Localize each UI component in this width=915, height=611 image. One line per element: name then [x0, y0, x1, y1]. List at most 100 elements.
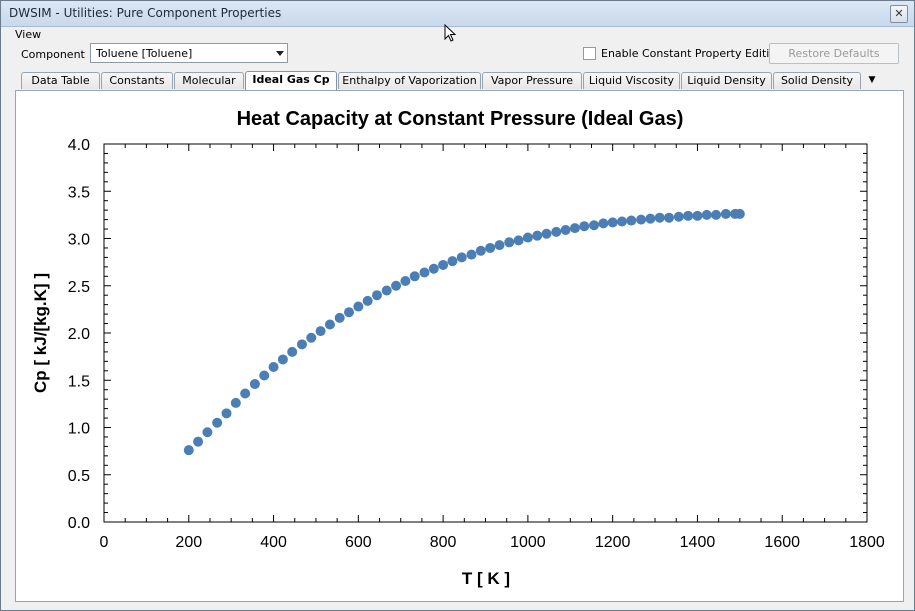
component-label: Component: [21, 48, 85, 61]
menu-item-view[interactable]: View: [15, 28, 42, 41]
data-point: [409, 271, 420, 282]
tab-molecular[interactable]: Molecular: [174, 72, 244, 89]
tab-ideal-gas-cp[interactable]: Ideal Gas Cp: [245, 71, 337, 90]
x-axis-label: T [ K ]: [462, 569, 510, 588]
close-icon: ✕: [894, 7, 904, 20]
data-point: [212, 417, 223, 428]
data-point: [353, 301, 364, 312]
data-point: [230, 397, 241, 408]
data-point: [428, 263, 439, 274]
data-point: [664, 212, 675, 223]
data-point: [240, 388, 251, 399]
data-point: [268, 362, 279, 373]
data-point: [569, 223, 580, 234]
data-point: [466, 249, 477, 260]
data-point: [701, 209, 712, 220]
data-point: [673, 211, 684, 222]
data-point: [371, 290, 382, 301]
tab-liquid-density[interactable]: Liquid Density: [681, 72, 772, 89]
data-point: [324, 319, 335, 330]
data-point: [485, 242, 496, 253]
data-point: [598, 218, 609, 229]
y-tick-label: 3.0: [68, 232, 90, 249]
data-point: [296, 339, 307, 350]
data-point: [438, 259, 449, 270]
data-point: [522, 232, 533, 243]
enable-editing-checkbox[interactable]: [583, 47, 596, 60]
x-tick-label: 200: [175, 534, 202, 551]
data-point: [447, 256, 458, 267]
data-point: [475, 245, 486, 256]
tab-constants[interactable]: Constants: [101, 72, 173, 89]
x-tick-label: 1600: [764, 534, 800, 551]
data-point: [711, 209, 722, 220]
y-tick-label: 0.5: [68, 468, 90, 485]
data-point: [334, 312, 345, 323]
data-point: [494, 240, 505, 251]
tab-enthalpy-of-vaporization[interactable]: Enthalpy of Vaporization: [338, 72, 481, 89]
enable-editing-label[interactable]: Enable Constant Property Editing: [601, 47, 784, 60]
x-tick-label: 600: [345, 534, 372, 551]
data-point: [249, 379, 260, 390]
data-point: [532, 230, 543, 241]
x-tick-label: 400: [260, 534, 287, 551]
tab-vapor-pressure[interactable]: Vapor Pressure: [482, 72, 582, 89]
y-tick-label: 1.5: [68, 373, 90, 390]
data-point: [692, 210, 703, 221]
axis-ticks: [103, 143, 868, 523]
data-point: [734, 208, 745, 219]
component-select[interactable]: Toluene [Toluene]: [90, 43, 288, 63]
data-point: [362, 295, 373, 306]
data-point: [607, 217, 618, 228]
data-point: [626, 215, 637, 226]
x-tick-labels: 0 200 400 600 800 1000 1200 1400 1600 1800: [100, 534, 885, 551]
x-tick-label: 800: [430, 534, 457, 551]
restore-defaults-button: Restore Defaults: [769, 43, 899, 64]
window-title: DWSIM - Utilities: Pure Component Proper…: [9, 6, 282, 20]
data-points: [183, 208, 745, 456]
tab-overflow-icon[interactable]: ▼: [868, 75, 876, 85]
chevron-down-icon: [276, 51, 284, 56]
x-tick-label: 1800: [849, 534, 885, 551]
data-point: [400, 276, 411, 287]
data-point: [391, 280, 402, 291]
data-point: [579, 221, 590, 232]
data-point: [344, 307, 355, 318]
x-tick-label: 1000: [510, 534, 546, 551]
plot-area: [103, 143, 868, 523]
data-point: [560, 224, 571, 235]
title-bar[interactable]: DWSIM - Utilities: Pure Component Proper…: [1, 1, 914, 27]
chart-title: Heat Capacity at Constant Pressure (Idea…: [237, 108, 684, 130]
tab-strip: Data Table Constants Molecular Ideal Gas…: [15, 71, 905, 90]
data-point: [183, 445, 194, 456]
y-axis-label: Cp [ kJ/[kg.K] ]: [31, 273, 50, 393]
cursor-icon: [444, 24, 457, 42]
cp-chart: Heat Capacity at Constant Pressure (Idea…: [31, 108, 885, 588]
data-point: [381, 285, 392, 296]
data-point: [277, 354, 288, 365]
tab-liquid-viscosity[interactable]: Liquid Viscosity: [583, 72, 680, 89]
data-point: [551, 226, 562, 237]
x-tick-label: 0: [100, 534, 109, 551]
data-point: [287, 346, 298, 357]
y-tick-label: 2.0: [68, 326, 90, 343]
data-point: [636, 214, 647, 225]
y-tick-label: 3.5: [68, 184, 90, 201]
data-point: [645, 213, 656, 224]
y-tick-labels: 0.0 0.5 1.0 1.5 2.0 2.5 3.0 3.5 4.0: [68, 137, 90, 532]
tab-data-table[interactable]: Data Table: [21, 72, 100, 89]
data-point: [504, 237, 515, 248]
close-button[interactable]: ✕: [890, 5, 908, 23]
component-select-value: Toluene [Toluene]: [96, 47, 193, 60]
data-point: [193, 436, 204, 447]
data-point: [654, 212, 665, 223]
data-point: [513, 235, 524, 246]
data-point: [456, 252, 467, 263]
chart-panel: Heat Capacity at Constant Pressure (Idea…: [15, 90, 904, 602]
data-point: [202, 427, 213, 438]
data-point: [419, 267, 430, 278]
data-point: [541, 228, 552, 239]
y-tick-label: 0.0: [68, 515, 90, 532]
tab-solid-density[interactable]: Solid Density: [773, 72, 861, 89]
